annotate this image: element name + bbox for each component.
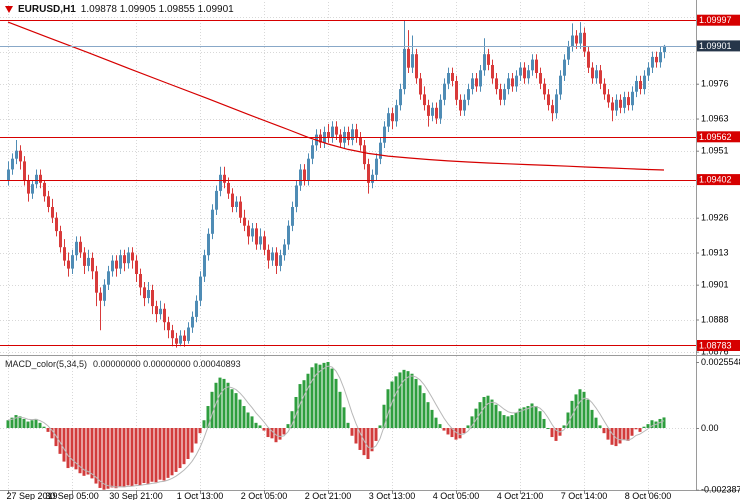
svg-text:1.09997: 1.09997	[699, 15, 732, 25]
macd-header: MACD_color(5,34,5) 0.00000000 0.00000000…	[5, 359, 241, 369]
svg-text:1.09562: 1.09562	[699, 132, 732, 142]
macd-signal-line	[7, 365, 665, 488]
macd-values: 0.00000000 0.00000000 0.00040893	[93, 359, 241, 369]
svg-text:8 Oct 06:00: 8 Oct 06:00	[625, 491, 672, 500]
svg-text:1.0913: 1.0913	[701, 248, 729, 258]
svg-text:1.0901: 1.0901	[701, 280, 729, 290]
svg-text:2 Oct 21:00: 2 Oct 21:00	[305, 491, 352, 500]
svg-text:3 Oct 13:00: 3 Oct 13:00	[369, 491, 416, 500]
level-lines[interactable]	[0, 20, 696, 346]
ohlc-readout: 1.09878 1.09905 1.09855 1.09901	[80, 4, 234, 15]
svg-text:1.0876: 1.0876	[701, 347, 729, 357]
svg-text:4 Oct 05:00: 4 Oct 05:00	[433, 491, 480, 500]
svg-text:1.09402: 1.09402	[699, 175, 732, 185]
svg-text:1.0963: 1.0963	[701, 114, 729, 124]
svg-text:2 Oct 05:00: 2 Oct 05:00	[241, 491, 288, 500]
level-price-label	[697, 340, 740, 351]
bid-price-label	[697, 40, 740, 52]
level-price-label	[697, 131, 740, 143]
svg-text:1.0976: 1.0976	[701, 79, 729, 89]
symbol-marker-icon	[5, 6, 13, 13]
symbol-timeframe-label: EURUSD,H1	[18, 4, 76, 15]
chart-header: EURUSD,H1 1.09878 1.09905 1.09855 1.0990…	[5, 4, 234, 15]
svg-text:30 Sep 21:00: 30 Sep 21:00	[109, 491, 163, 500]
svg-text:1.09901: 1.09901	[699, 41, 732, 51]
svg-text:1.0951: 1.0951	[701, 146, 729, 156]
level-price-label	[697, 14, 740, 26]
svg-text:7 Oct 14:00: 7 Oct 14:00	[561, 491, 608, 500]
price-axis[interactable]: 1.0976 1.0963 1.0951 1.0926 1.0913 1.0901 1.08…	[696, 79, 729, 357]
svg-text:-0.0023870: -0.0023870	[701, 485, 740, 495]
svg-text:1 Oct 13:00: 1 Oct 13:00	[177, 491, 224, 500]
price-labels: 1.09997 1.09562 1.09402 1.08783 1.09901	[697, 14, 740, 351]
macd-axis[interactable]: 0.0025548 0.00 -0.0023870	[696, 357, 740, 495]
svg-text:1.0888: 1.0888	[701, 315, 729, 325]
svg-text:4 Oct 21:00: 4 Oct 21:00	[497, 491, 544, 500]
svg-text:1.0926: 1.0926	[701, 213, 729, 223]
macd-indicator-label: MACD_color(5,34,5)	[5, 359, 88, 369]
candles-layer	[7, 20, 666, 348]
svg-text:30 Sep 05:00: 30 Sep 05:00	[45, 491, 99, 500]
macd-histogram	[6, 361, 666, 490]
svg-text:1.08783: 1.08783	[699, 341, 732, 351]
ma-line	[7, 21, 665, 171]
level-price-label	[697, 174, 740, 186]
svg-text:0.0025548: 0.0025548	[701, 357, 740, 367]
svg-text:27 Sep 2019: 27 Sep 2019	[6, 491, 57, 500]
svg-text:0.00: 0.00	[701, 423, 719, 433]
grid-layer	[0, 2, 696, 490]
